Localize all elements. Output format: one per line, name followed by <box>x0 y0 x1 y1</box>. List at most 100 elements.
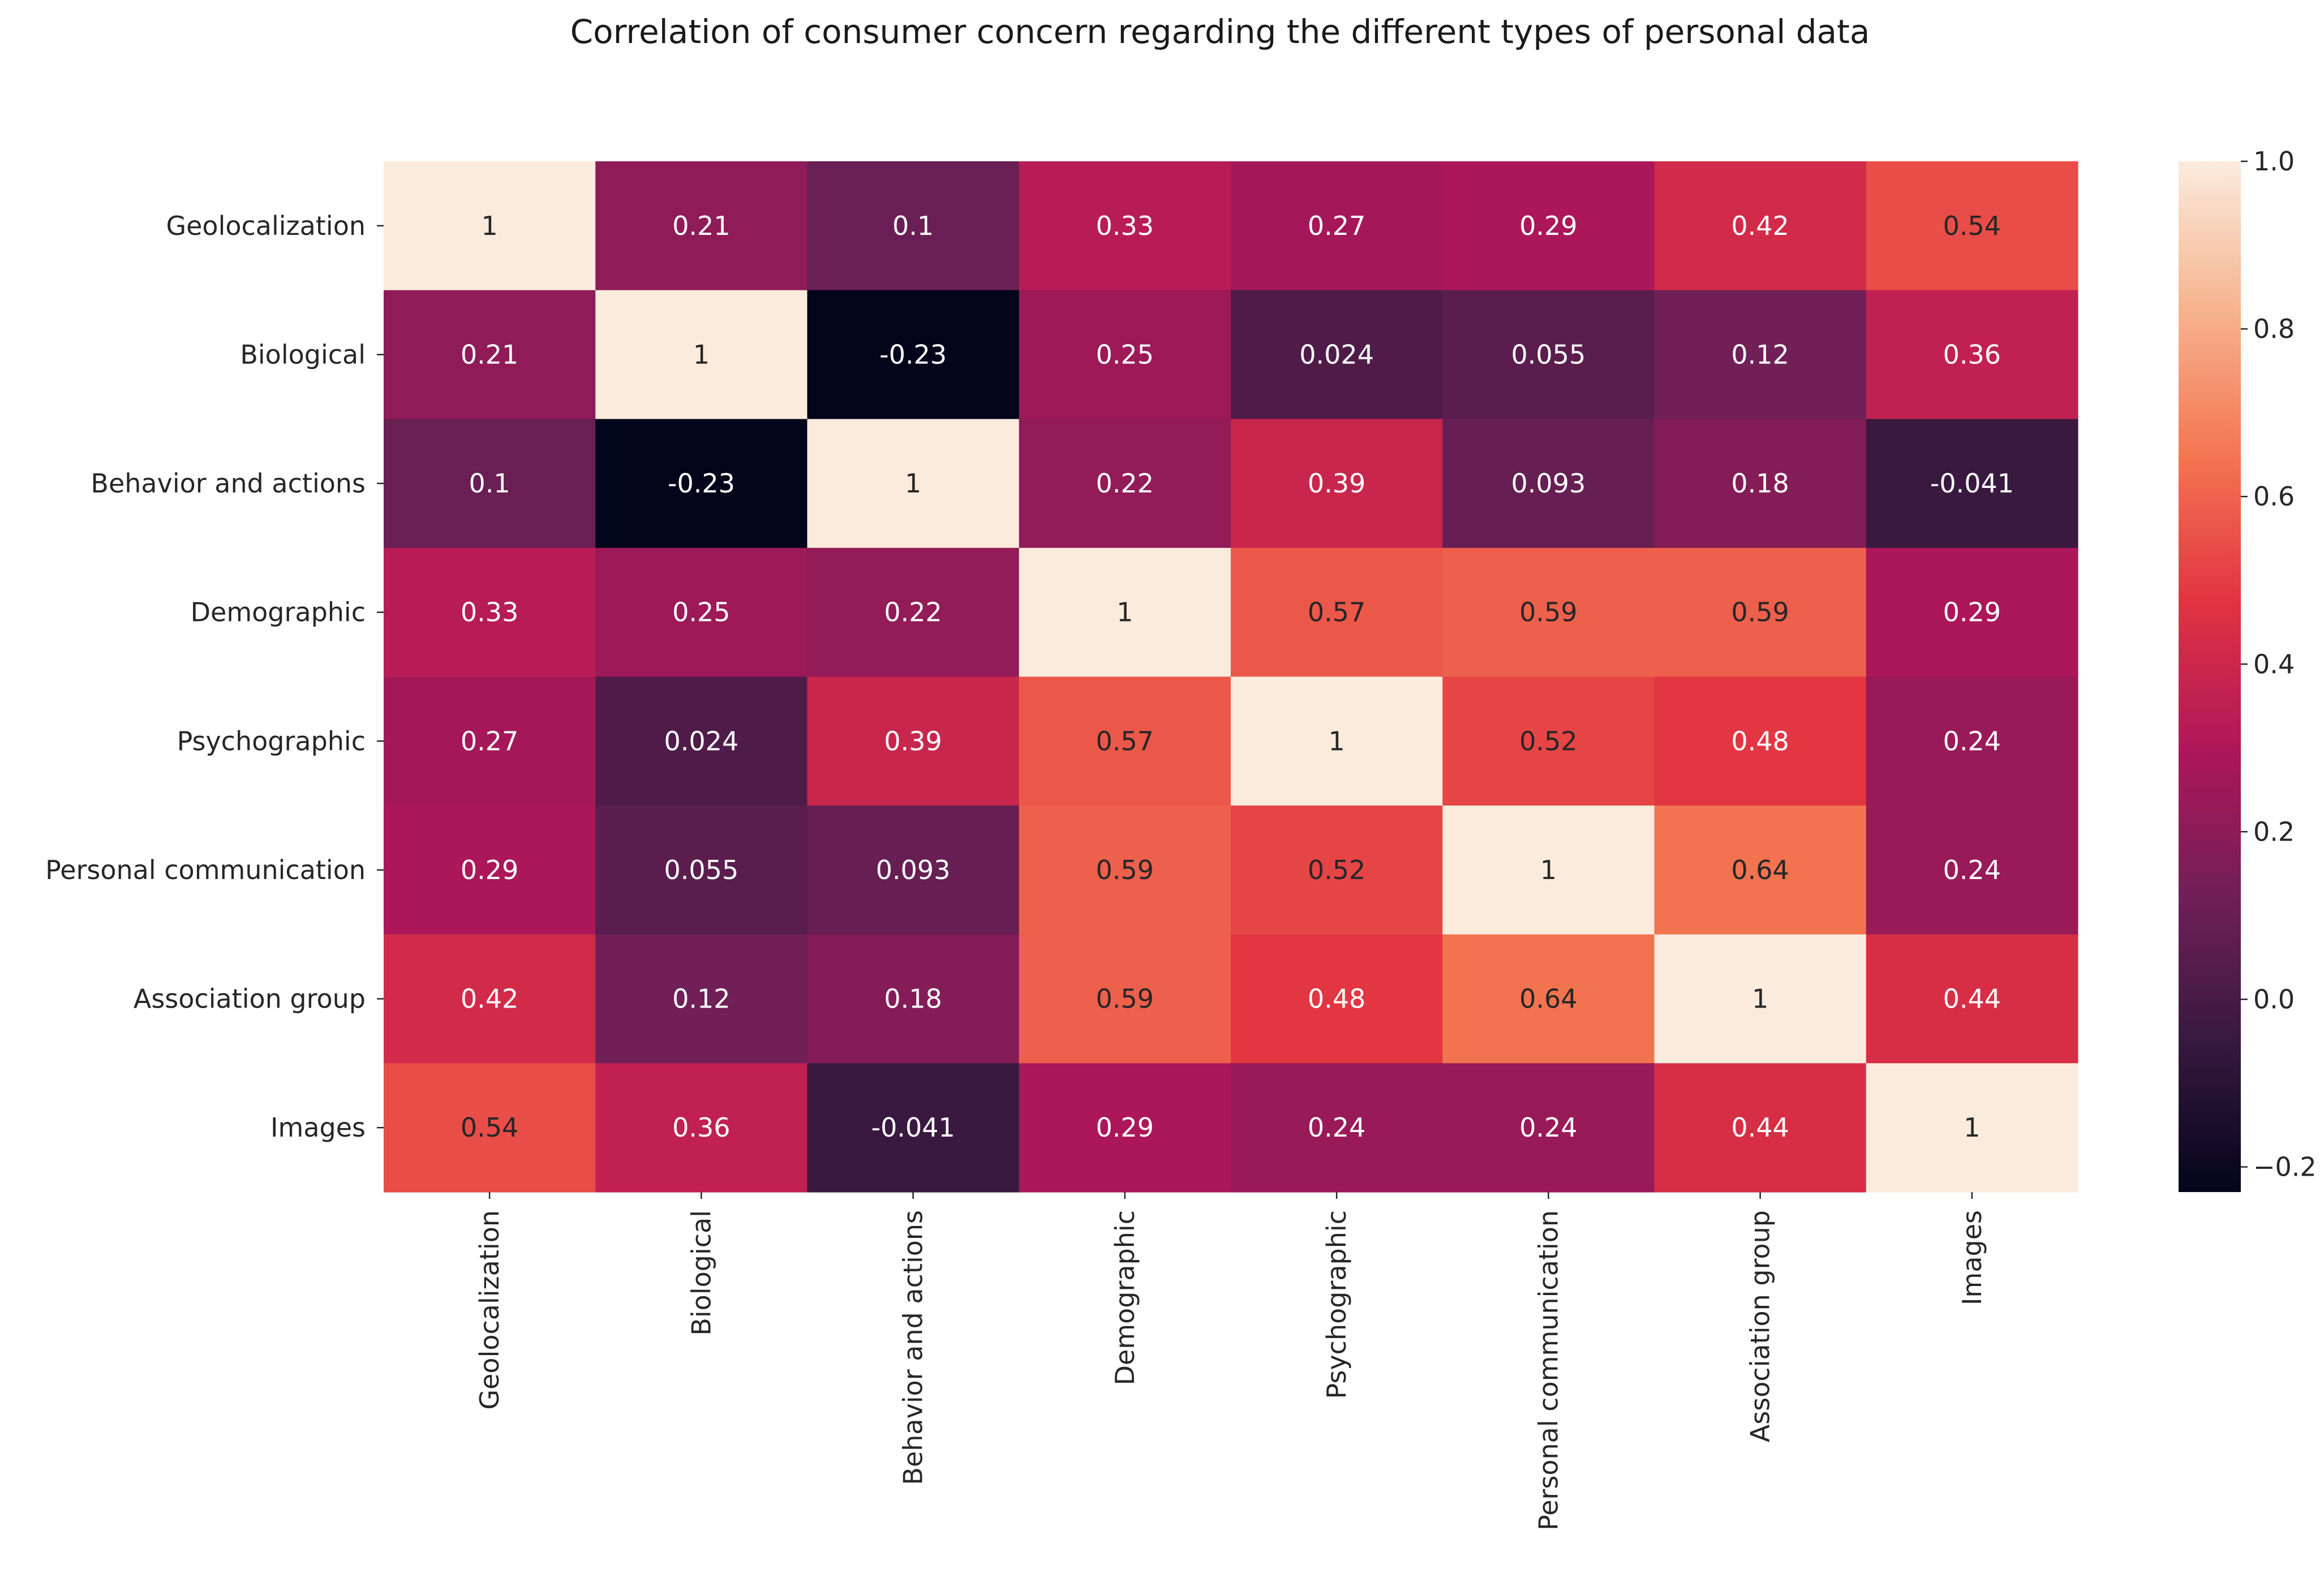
heatmap-cell <box>1866 676 2078 806</box>
heatmap-cell-label: 0.48 <box>1731 726 1789 756</box>
heatmap-cell <box>1654 934 1867 1064</box>
heatmap-cell <box>807 676 1020 806</box>
heatmap-cell <box>1231 676 1443 806</box>
heatmap-cell <box>1019 676 1231 806</box>
heatmap-cell-label: 0.24 <box>1308 1112 1365 1143</box>
colorbar-tick-label: 0.6 <box>2253 481 2295 512</box>
heatmap-cell-label: 0.36 <box>1943 339 2001 370</box>
x-axis-tick-label: Demographic <box>1110 1210 1140 1385</box>
heatmap-cell <box>1231 290 1443 419</box>
heatmap-cell-label: 0.59 <box>1519 597 1577 628</box>
chart-title: Correlation of consumer concern regardin… <box>570 12 1870 51</box>
heatmap-cell-label: 0.093 <box>876 855 951 885</box>
heatmap-cell <box>1442 547 1655 678</box>
heatmap-cell-label: 0.42 <box>1731 211 1789 241</box>
heatmap-cell <box>807 547 1020 678</box>
heatmap-cell <box>1654 676 1867 806</box>
heatmap-cell-label: 1 <box>1964 1112 1980 1143</box>
colorbar-tick-label: 0.4 <box>2253 649 2295 679</box>
heatmap-cell <box>807 419 1020 548</box>
heatmap-cell-label: 0.21 <box>672 211 730 241</box>
colorbar-tick-label: 0.8 <box>2253 314 2295 344</box>
colorbar: 1.0 0.8 0.6 0.4 0.2 0.0 −0.2 <box>2179 146 2317 1192</box>
heatmap-cell-label: 0.59 <box>1096 855 1154 885</box>
heatmap-cell-label: -0.041 <box>1930 468 2014 499</box>
heatmap-cell-label: 0.39 <box>884 726 942 756</box>
heatmap-cell <box>807 161 1020 291</box>
heatmap-cell-label: 1 <box>905 468 921 499</box>
heatmap-cell-label: 0.48 <box>1308 984 1365 1014</box>
heatmap-cell <box>1654 290 1867 419</box>
y-axis-tick-label: Association group <box>134 984 366 1014</box>
heatmap-cell-label: 0.25 <box>1096 339 1154 370</box>
heatmap-cell <box>1866 419 2078 548</box>
y-axis-tick-label: Psychographic <box>177 726 366 756</box>
heatmap-cell-label: 0.1 <box>892 211 934 241</box>
y-axis-tick-label: Geolocalization <box>166 211 366 241</box>
x-axis-tick-label: Psychographic <box>1321 1210 1352 1399</box>
heatmap-cell <box>1654 805 1867 935</box>
heatmap-cell-label: 0.39 <box>1308 468 1365 499</box>
heatmap-cell <box>595 676 808 806</box>
heatmap-cell-label: 0.024 <box>1299 339 1374 370</box>
heatmap-cell-label: 0.093 <box>1511 468 1586 499</box>
heatmap-cell <box>1866 805 2078 935</box>
x-axis-tick-label: Behavior and actions <box>898 1210 929 1485</box>
heatmap-cell <box>807 1063 1020 1193</box>
y-axis-tick-label: Behavior and actions <box>91 468 366 499</box>
x-axis-tick-label: Association group <box>1745 1210 1776 1442</box>
heatmap-cell-label: 0.29 <box>1096 1112 1154 1143</box>
heatmap-cell <box>595 1063 808 1193</box>
heatmap-cell-label: 0.24 <box>1943 855 2001 885</box>
heatmap-cell <box>1442 290 1655 419</box>
heatmap-cell <box>1866 547 2078 678</box>
y-axis-tick-label: Biological <box>240 339 366 370</box>
heatmap-cell <box>595 161 808 291</box>
y-axis-tick-label: Personal communication <box>45 855 366 885</box>
heatmap-cell-label: 0.59 <box>1731 597 1789 628</box>
heatmap-cell <box>384 547 596 678</box>
heatmap-cell-label: 1 <box>481 211 497 241</box>
heatmap-cell <box>1866 1063 2078 1193</box>
heatmap-cell <box>1019 547 1231 678</box>
heatmap-cell <box>1866 934 2078 1064</box>
heatmap-cell-labels: 1 0.21 0.1 0.33 0.27 0.29 0.42 0.54 0.21 1 -0.23 0.… <box>461 211 2014 1143</box>
heatmap-cell-label: 0.055 <box>664 855 739 885</box>
heatmap-cell-label: 1 <box>1540 855 1557 885</box>
heatmap-cell <box>1231 1063 1443 1193</box>
heatmap-cell <box>1019 419 1231 548</box>
heatmap-cell-label: 0.33 <box>461 597 518 628</box>
heatmap-cell <box>1019 934 1231 1064</box>
heatmap-cell <box>1442 419 1655 548</box>
heatmap-cell-label: 1 <box>693 339 710 370</box>
heatmap-cell <box>1654 419 1867 548</box>
heatmap-cell-label: 0.12 <box>672 984 730 1014</box>
heatmap-cell-label: 0.24 <box>1519 1112 1577 1143</box>
heatmap-cell-label: 0.024 <box>664 726 739 756</box>
heatmap-cell <box>595 547 808 678</box>
heatmap-cell <box>1866 161 2078 291</box>
y-axis-tick-label: Demographic <box>191 597 366 628</box>
x-axis-tick-label: Biological <box>686 1210 716 1336</box>
heatmap-cell <box>1654 1063 1867 1193</box>
heatmap-cell-label: 0.54 <box>1943 211 2001 241</box>
heatmap-cell-label: 1 <box>1116 597 1133 628</box>
heatmap-cell <box>384 805 596 935</box>
heatmap-cell <box>1442 1063 1655 1193</box>
y-axis-tick-labels: Geolocalization Biological Behavior and ac… <box>45 211 384 1143</box>
heatmap-cell <box>1231 419 1443 548</box>
heatmap-cell-label: 0.64 <box>1519 984 1577 1014</box>
heatmap-cell <box>384 419 596 548</box>
heatmap-cell <box>595 290 808 419</box>
heatmap-cell-label: -0.041 <box>871 1112 955 1143</box>
heatmap-cell-label: 0.24 <box>1943 726 2001 756</box>
x-axis-tick-label: Geolocalization <box>474 1210 505 1410</box>
heatmap-cell <box>1654 161 1867 291</box>
heatmap-cell-label: 0.44 <box>1943 984 2001 1014</box>
colorbar-tick-label: −0.2 <box>2253 1152 2317 1182</box>
heatmap-cell-label: 0.64 <box>1731 855 1789 885</box>
heatmap-cells <box>384 161 2078 1193</box>
heatmap-cell <box>1442 805 1655 935</box>
